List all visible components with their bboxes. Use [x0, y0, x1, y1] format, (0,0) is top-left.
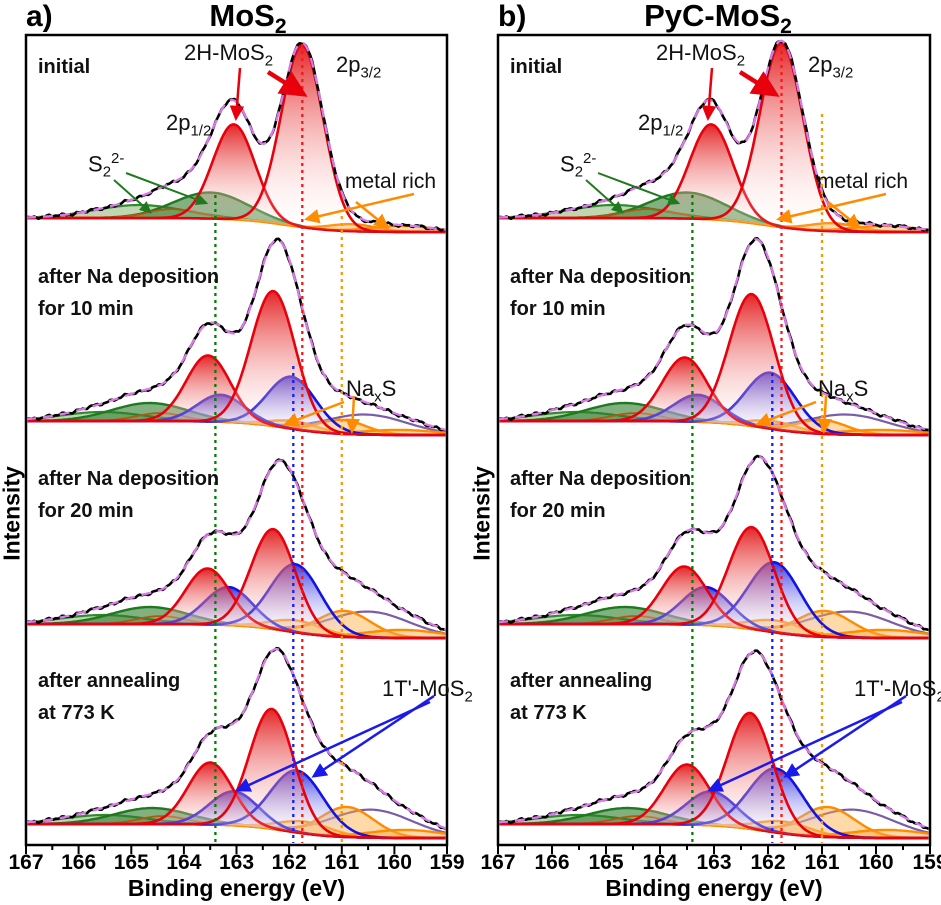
- row-3-spectrum: [27, 458, 446, 640]
- panel-b-curves: [499, 39, 929, 843]
- arrow-1t-right: [311, 694, 435, 778]
- component-line-red: [27, 527, 446, 640]
- component-fill-greenDark: [499, 607, 929, 638]
- arrow-1t-left: [235, 700, 431, 792]
- fit-envelope-line: [499, 455, 929, 631]
- arrow-2h-to-2p32: [266, 70, 308, 97]
- fit-envelope-line: [27, 647, 446, 830]
- component-fill-greenDark: [27, 808, 446, 838]
- arrow-metal-right: [827, 201, 862, 229]
- component-fill-red: [27, 124, 446, 232]
- arrow-2h-to-2p12: [701, 67, 717, 122]
- component-line-orange: [499, 419, 929, 434]
- component-fill-red: [27, 529, 446, 638]
- arrow-naxs-down: [817, 395, 832, 435]
- row-1-spectrum: [499, 39, 929, 234]
- arrow-1t-left: [707, 700, 903, 792]
- component-line-orange: [27, 419, 446, 434]
- component-fill-red: [499, 294, 929, 435]
- component-fill-orange: [499, 624, 929, 638]
- component-fill-orange: [27, 624, 446, 638]
- fit-envelope-line: [27, 238, 446, 431]
- component-line-red: [499, 525, 929, 640]
- fit-envelope-line: [27, 459, 446, 631]
- component-fill-red: [27, 709, 446, 838]
- row-2-spectrum: [499, 237, 929, 437]
- component-fill-orange: [27, 824, 446, 838]
- arrow-naxs-left: [755, 400, 817, 427]
- component-fill-red: [499, 527, 929, 638]
- row-3-spectrum: [499, 454, 929, 640]
- arrow-1t-right: [783, 694, 907, 778]
- component-line-red: [27, 289, 446, 437]
- component-line-red: [499, 41, 929, 234]
- component-fill-greenDark: [499, 403, 929, 435]
- panel-a-curves: [27, 41, 446, 843]
- fit-envelope-line: [499, 238, 929, 431]
- component-fill-red: [499, 124, 929, 232]
- arrow-2h-to-2p32: [738, 70, 780, 97]
- component-line-red: [499, 711, 929, 840]
- arrow-s2-left: [585, 179, 624, 214]
- row-4-spectrum: [27, 646, 446, 840]
- arrow-s2-right: [597, 172, 681, 206]
- arrow-s2-left: [113, 179, 152, 214]
- arrow-s2-right: [125, 172, 209, 206]
- arrow-naxs-down: [345, 395, 360, 435]
- component-line-red: [27, 707, 446, 840]
- component-line-red: [499, 292, 929, 437]
- component-fill-red: [27, 291, 446, 435]
- arrow-metal-right: [355, 201, 390, 229]
- row-1-spectrum: [27, 41, 446, 234]
- row-4-spectrum: [499, 649, 929, 840]
- component-fill-red: [499, 713, 929, 838]
- component-line-red: [27, 43, 446, 234]
- component-fill-orange: [499, 824, 929, 838]
- fit-envelope-line: [499, 650, 929, 830]
- arrow-2h-to-2p12: [229, 67, 245, 122]
- component-fill-greenDark: [499, 808, 929, 838]
- row-2-spectrum: [27, 237, 446, 437]
- component-fill-greenDark: [27, 403, 446, 435]
- component-fill-greenDark: [27, 607, 446, 638]
- arrow-naxs-left: [283, 400, 345, 427]
